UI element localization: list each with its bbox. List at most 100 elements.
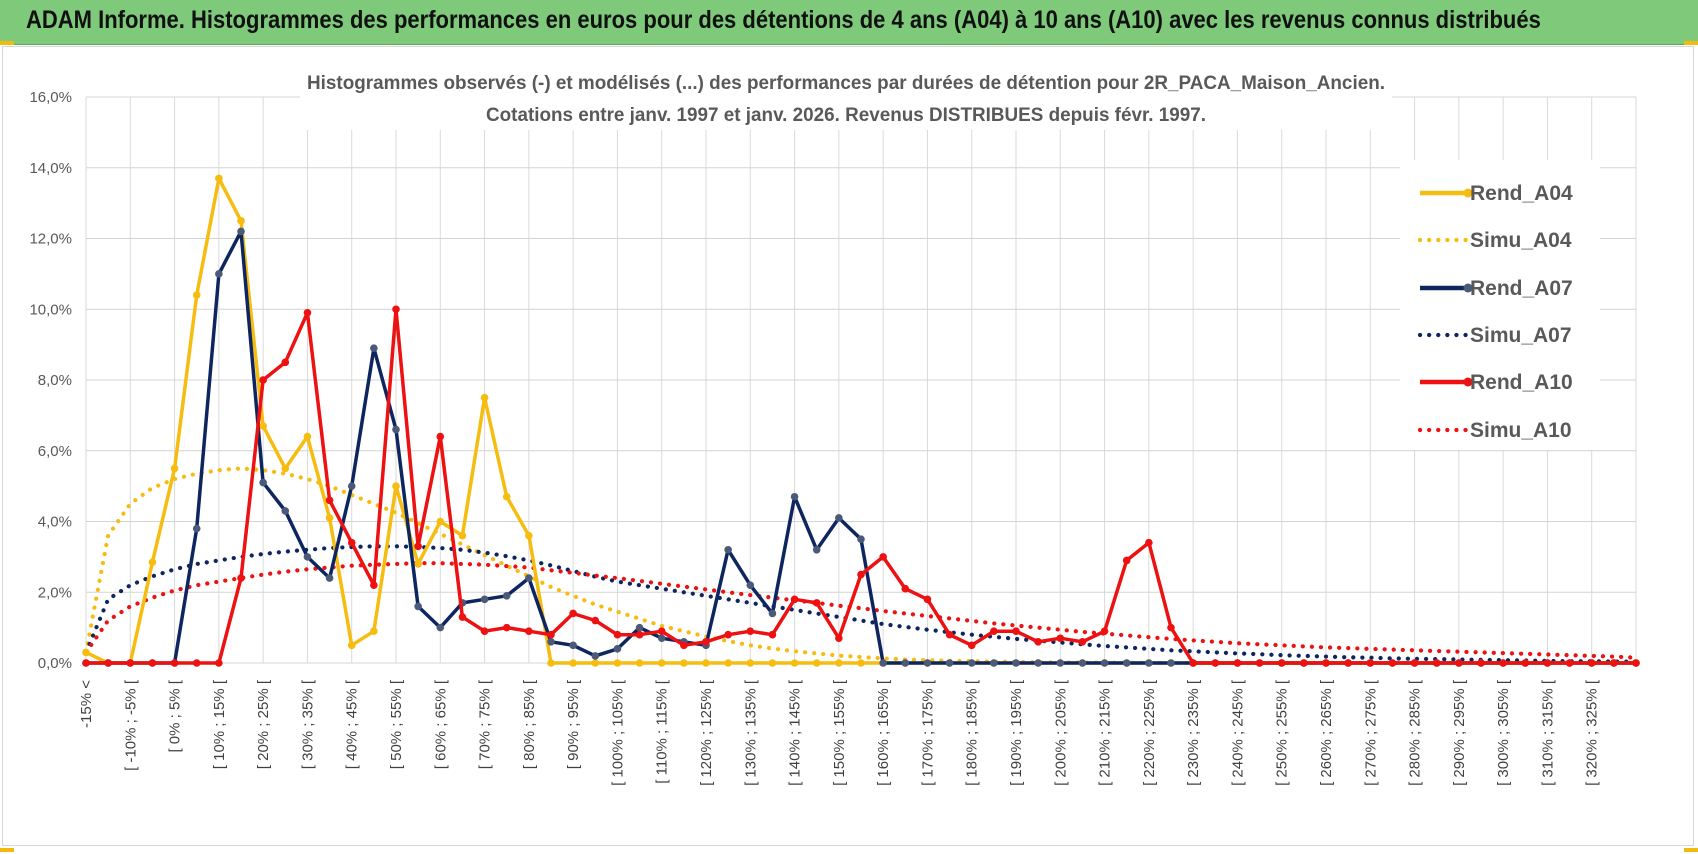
data-point — [635, 659, 644, 667]
series-line-Simu_A10 — [83, 561, 1639, 660]
legend-item-Rend_A07: Rend_A07 — [1420, 277, 1573, 300]
data-point — [414, 542, 422, 551]
data-point — [480, 595, 489, 604]
data-point — [82, 659, 90, 667]
series-Simu_A10 — [83, 561, 1639, 660]
x-tick-label: [ 120% ; 125% [ — [698, 679, 715, 786]
data-point — [1322, 659, 1330, 667]
data-point — [502, 492, 511, 501]
data-point — [370, 344, 378, 352]
data-point — [1610, 659, 1618, 667]
data-point — [1211, 659, 1220, 667]
legend-background — [1400, 160, 1600, 450]
x-tick-label: [ 150% ; 155% [ — [831, 679, 848, 786]
x-tick-label: [ 320% ; 325% [ — [1584, 679, 1601, 786]
data-point — [1388, 659, 1397, 667]
data-point — [1499, 659, 1507, 667]
data-point — [1012, 627, 1020, 635]
corner-mark-top-left — [0, 41, 14, 45]
data-point — [835, 634, 843, 643]
data-point — [967, 641, 976, 650]
data-point — [392, 305, 400, 314]
data-point — [1100, 627, 1109, 635]
data-point — [347, 482, 356, 490]
y-axis-ticks: 0,0% 2,0% 4,0% 6,0% 8,0% 10,0% 12,0% 14,0% 16,0% — [29, 89, 72, 672]
data-point — [1410, 659, 1419, 667]
x-tick-label: [ 140% ; 145% [ — [787, 679, 804, 786]
data-point — [148, 659, 157, 667]
x-tick-label: [ 90% ; 95% [ — [565, 679, 582, 769]
data-point — [569, 641, 577, 650]
data-point — [680, 641, 688, 650]
legend-swatch-marker — [1463, 377, 1473, 387]
data-point — [215, 270, 223, 278]
data-point — [215, 174, 223, 183]
data-point — [259, 422, 267, 430]
data-point — [170, 659, 179, 667]
data-point — [680, 659, 688, 667]
x-tick-label: [ 110% ; 115% [ — [654, 679, 671, 784]
data-point — [702, 637, 710, 646]
data-point — [126, 659, 135, 667]
x-tick-label: [ 130% ; 135% [ — [742, 679, 759, 786]
x-tick-label: [ 280% ; 285% [ — [1407, 679, 1424, 786]
data-point — [525, 531, 533, 540]
x-tick-label: [ 210% ; 215% [ — [1097, 679, 1114, 786]
data-point — [259, 478, 267, 487]
data-point — [657, 627, 666, 635]
data-point — [458, 531, 467, 540]
data-point — [1189, 659, 1197, 667]
data-point — [82, 648, 90, 657]
data-point — [303, 308, 312, 317]
data-point — [480, 627, 489, 635]
data-point — [812, 599, 821, 607]
x-tick-label: [ 250% ; 255% [ — [1274, 679, 1291, 786]
data-point — [835, 514, 843, 522]
legend-label: Simu_A07 — [1470, 324, 1572, 347]
data-point — [547, 630, 555, 639]
x-tick-label: [ 100% ; 105% [ — [609, 679, 626, 786]
data-point — [746, 581, 755, 589]
data-point — [635, 623, 644, 632]
data-point — [613, 630, 622, 639]
data-point — [613, 645, 622, 653]
data-point — [1100, 659, 1109, 667]
data-point — [702, 659, 710, 667]
series-line-Simu_A07 — [83, 544, 1639, 664]
report-banner: ADAM Informe. Histogrammes des performan… — [0, 0, 1698, 45]
data-point — [857, 535, 865, 543]
data-point — [923, 659, 932, 667]
legend-label: Rend_A07 — [1470, 277, 1573, 300]
data-point — [768, 659, 777, 667]
data-point — [1455, 659, 1463, 667]
data-point — [1167, 623, 1175, 632]
data-point — [170, 464, 179, 473]
data-point — [392, 425, 400, 434]
data-point — [879, 659, 887, 667]
corner-mark-bottom-right — [1684, 848, 1698, 852]
data-point — [237, 217, 245, 225]
data-point — [325, 574, 334, 582]
legend-label: Rend_A10 — [1470, 371, 1573, 394]
data-point — [901, 659, 910, 667]
data-point — [237, 574, 245, 582]
data-point — [525, 574, 533, 582]
x-tick-label: [ 240% ; 245% [ — [1229, 679, 1246, 786]
legend-label: Rend_A04 — [1470, 182, 1573, 205]
series-group — [82, 174, 1640, 667]
data-point — [790, 659, 799, 667]
data-point — [1432, 659, 1441, 667]
data-point — [1632, 659, 1640, 667]
x-tick-label: [ 180% ; 185% [ — [964, 679, 981, 786]
series-Simu_A07 — [83, 544, 1639, 664]
x-tick-label: [ 60% ; 65% [ — [432, 679, 449, 769]
corner-mark-bottom-left — [0, 848, 14, 852]
data-point — [303, 432, 312, 441]
data-point — [591, 616, 600, 625]
x-tick-label: [ 220% ; 225% [ — [1141, 679, 1158, 786]
data-point — [192, 659, 201, 667]
y-tick-label: 4,0% — [38, 514, 72, 531]
data-point — [613, 659, 622, 667]
data-point — [857, 570, 865, 579]
